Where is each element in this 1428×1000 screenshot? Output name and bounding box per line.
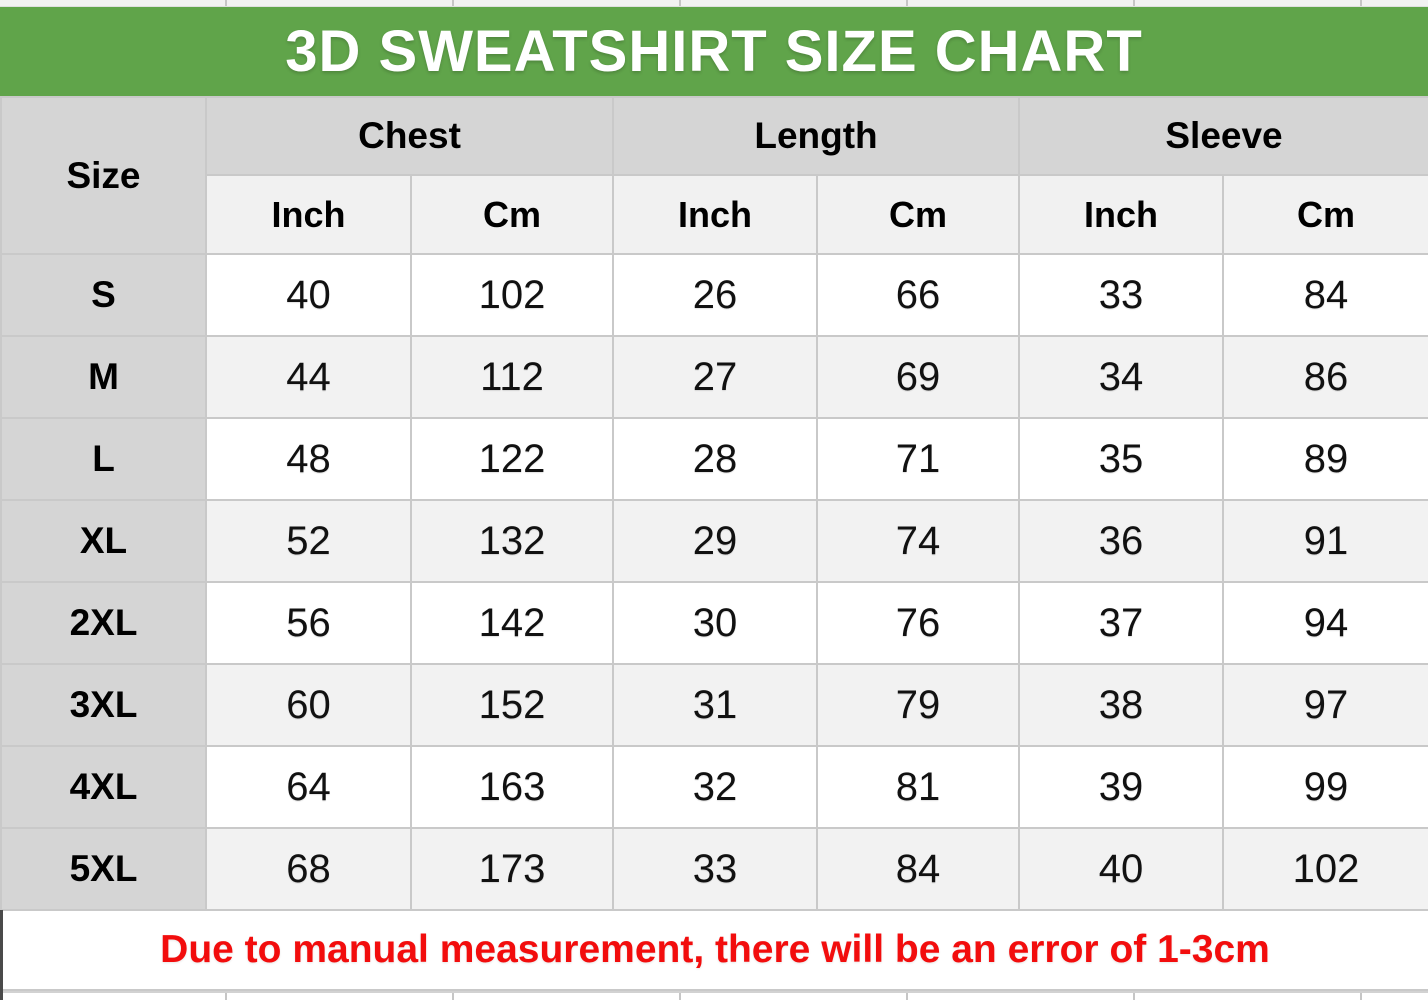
length-inch-header: Inch — [612, 174, 818, 255]
measurement-cell: 60 — [205, 663, 412, 747]
measurement-cell: 97 — [1222, 663, 1428, 747]
measurement-cell: 69 — [816, 335, 1020, 419]
sleeve-cm-header: Cm — [1222, 174, 1428, 255]
measurement-cell: 33 — [612, 827, 818, 911]
measurement-cell: 76 — [816, 581, 1020, 665]
measurement-cell: 26 — [612, 253, 818, 337]
measurement-cell: 112 — [410, 335, 614, 419]
measurement-cell: 27 — [612, 335, 818, 419]
column-group-chest: Chest — [205, 96, 614, 176]
measurement-disclaimer-text: Due to manual measurement, there will be… — [0, 909, 1428, 991]
measurement-cell: 71 — [816, 417, 1020, 501]
measurement-cell: 48 — [205, 417, 412, 501]
measurement-cell: 52 — [205, 499, 412, 583]
measurement-cell: 68 — [205, 827, 412, 911]
measurement-cell: 91 — [1222, 499, 1428, 583]
length-cm-header: Cm — [816, 174, 1020, 255]
table-row-xl: XL 52 132 29 74 36 91 — [0, 499, 1428, 583]
measurement-cell: 39 — [1018, 745, 1224, 829]
size-row-label: S — [0, 253, 207, 337]
size-row-label: 4XL — [0, 745, 207, 829]
measurement-cell: 38 — [1018, 663, 1224, 747]
chest-cm-header: Cm — [410, 174, 614, 255]
measurement-cell: 40 — [205, 253, 412, 337]
measurement-cell: 152 — [410, 663, 614, 747]
sleeve-inch-header: Inch — [1018, 174, 1224, 255]
measurement-cell: 81 — [816, 745, 1020, 829]
measurement-cell: 44 — [205, 335, 412, 419]
measurement-cell: 163 — [410, 745, 614, 829]
column-group-header-row: Size Chest Length Sleeve — [0, 96, 1428, 255]
size-row-label: 3XL — [0, 663, 207, 747]
size-row-label: XL — [0, 499, 207, 583]
table-row-l: L 48 122 28 71 35 89 — [0, 417, 1428, 501]
measurement-cell: 32 — [612, 745, 818, 829]
measurement-cell: 36 — [1018, 499, 1224, 583]
column-group-sleeve: Sleeve — [1018, 96, 1428, 176]
title-banner: 3D SWEATSHIRT SIZE CHART — [0, 7, 1428, 96]
measurement-cell: 64 — [205, 745, 412, 829]
unit-header-row: Inch Cm Inch Cm Inch Cm — [1, 174, 1428, 255]
measurement-cell: 66 — [816, 253, 1020, 337]
measurement-cell: 99 — [1222, 745, 1428, 829]
spreadsheet-gridline-strip-top — [0, 0, 1428, 7]
measurement-cell: 173 — [410, 827, 614, 911]
table-row-m: M 44 112 27 69 34 86 — [0, 335, 1428, 419]
table-row-5xl: 5XL 68 173 33 84 40 102 — [0, 827, 1428, 911]
table-row-3xl: 3XL 60 152 31 79 38 97 — [0, 663, 1428, 747]
table-row-2xl: 2XL 56 142 30 76 37 94 — [0, 581, 1428, 665]
measurement-cell: 56 — [205, 581, 412, 665]
column-group-length: Length — [612, 96, 1020, 176]
measurement-cell: 29 — [612, 499, 818, 583]
measurement-cell: 30 — [612, 581, 818, 665]
measurement-cell: 122 — [410, 417, 614, 501]
table-row-s: S 40 102 26 66 33 84 — [0, 253, 1428, 337]
page-title: 3D SWEATSHIRT SIZE CHART — [285, 19, 1143, 84]
size-row-label: L — [0, 417, 207, 501]
measurement-cell: 102 — [410, 253, 614, 337]
measurement-cell: 74 — [816, 499, 1020, 583]
measurement-cell: 31 — [612, 663, 818, 747]
size-row-label: M — [0, 335, 207, 419]
chest-inch-header: Inch — [205, 174, 412, 255]
size-row-label: 5XL — [0, 827, 207, 911]
sheet-left-edge-mark — [0, 910, 3, 1000]
measurement-cell: 89 — [1222, 417, 1428, 501]
measurement-cell: 84 — [816, 827, 1020, 911]
measurement-cell: 34 — [1018, 335, 1224, 419]
measurement-cell: 79 — [816, 663, 1020, 747]
spreadsheet-gridline-strip-bottom — [0, 991, 1428, 1000]
measurement-cell: 132 — [410, 499, 614, 583]
measurement-cell: 40 — [1018, 827, 1224, 911]
size-column-header: Size — [0, 96, 207, 255]
size-row-label: 2XL — [0, 581, 207, 665]
measurement-cell: 94 — [1222, 581, 1428, 665]
measurement-cell: 102 — [1222, 827, 1428, 911]
disclaimer-row: Due to manual measurement, there will be… — [0, 909, 1428, 991]
size-chart-table: Size Chest Length Sleeve Inch Cm Inch Cm… — [0, 96, 1428, 991]
measurement-cell: 86 — [1222, 335, 1428, 419]
measurement-cell: 142 — [410, 581, 614, 665]
measurement-cell: 37 — [1018, 581, 1224, 665]
table-row-4xl: 4XL 64 163 32 81 39 99 — [0, 745, 1428, 829]
measurement-cell: 84 — [1222, 253, 1428, 337]
measurement-cell: 28 — [612, 417, 818, 501]
measurement-cell: 33 — [1018, 253, 1224, 337]
measurement-cell: 35 — [1018, 417, 1224, 501]
